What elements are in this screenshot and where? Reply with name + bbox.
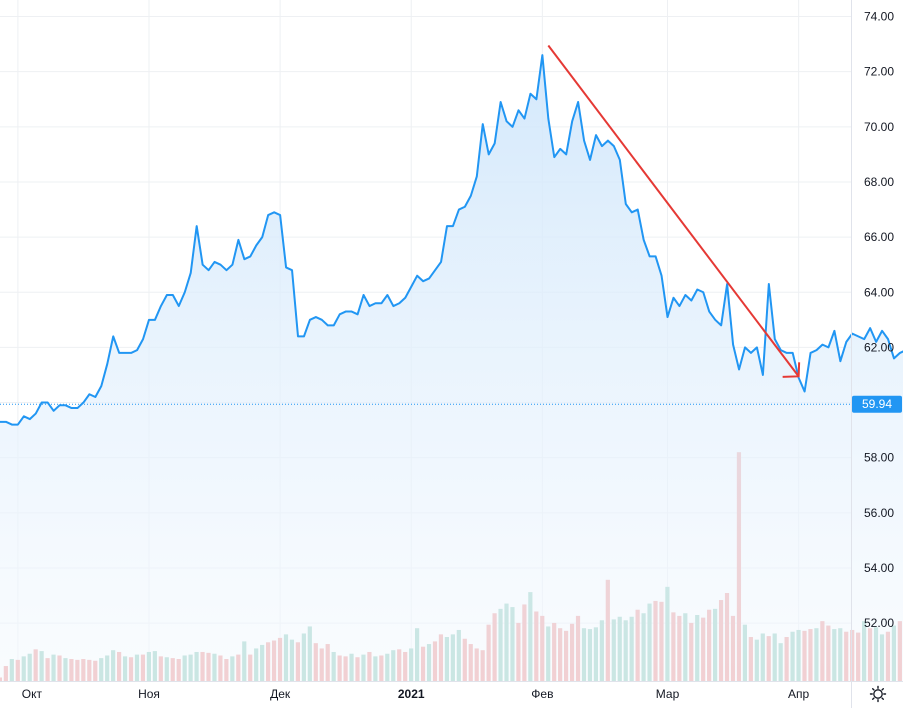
y-tick-label: 64.00 [864,285,894,299]
x-tick-label: Дек [270,687,291,701]
trend-arrow-head [782,362,801,378]
chart-settings-button[interactable] [866,684,890,704]
y-tick-label: 52.00 [864,616,894,630]
y-tick-label: 62.00 [864,340,894,354]
y-tick-label: 70.00 [864,120,894,134]
last-price-badge [852,395,902,413]
trend-arrow [547,44,801,378]
x-tick-label: 2021 [398,687,425,701]
y-tick-label: 54.00 [864,561,894,575]
last-price-text: 59.94 [862,397,892,411]
y-tick-label: 72.00 [864,65,894,79]
y-tick-label: 56.00 [864,506,894,520]
x-tick-label: Окт [22,687,43,701]
x-axis-labels: Окт Ноя Дек 2021 Фев Мар Апр [22,687,810,701]
price-series [0,54,903,426]
x-tick-label: Фев [531,687,553,701]
price-area-fill [0,55,903,681]
x-tick-label: Апр [788,687,810,701]
y-tick-label: 58.00 [864,451,894,465]
x-tick-label: Ноя [138,687,160,701]
y-tick-label: 74.00 [864,10,894,24]
x-tick-label: Мар [656,687,680,701]
last-price-label: 59.94 [852,395,902,413]
y-tick-label: 68.00 [864,175,894,189]
gear-icon [869,685,887,703]
y-tick-label: 66.00 [864,230,894,244]
price-area [0,55,903,681]
trend-arrow-line [547,44,800,377]
price-line [0,54,903,426]
